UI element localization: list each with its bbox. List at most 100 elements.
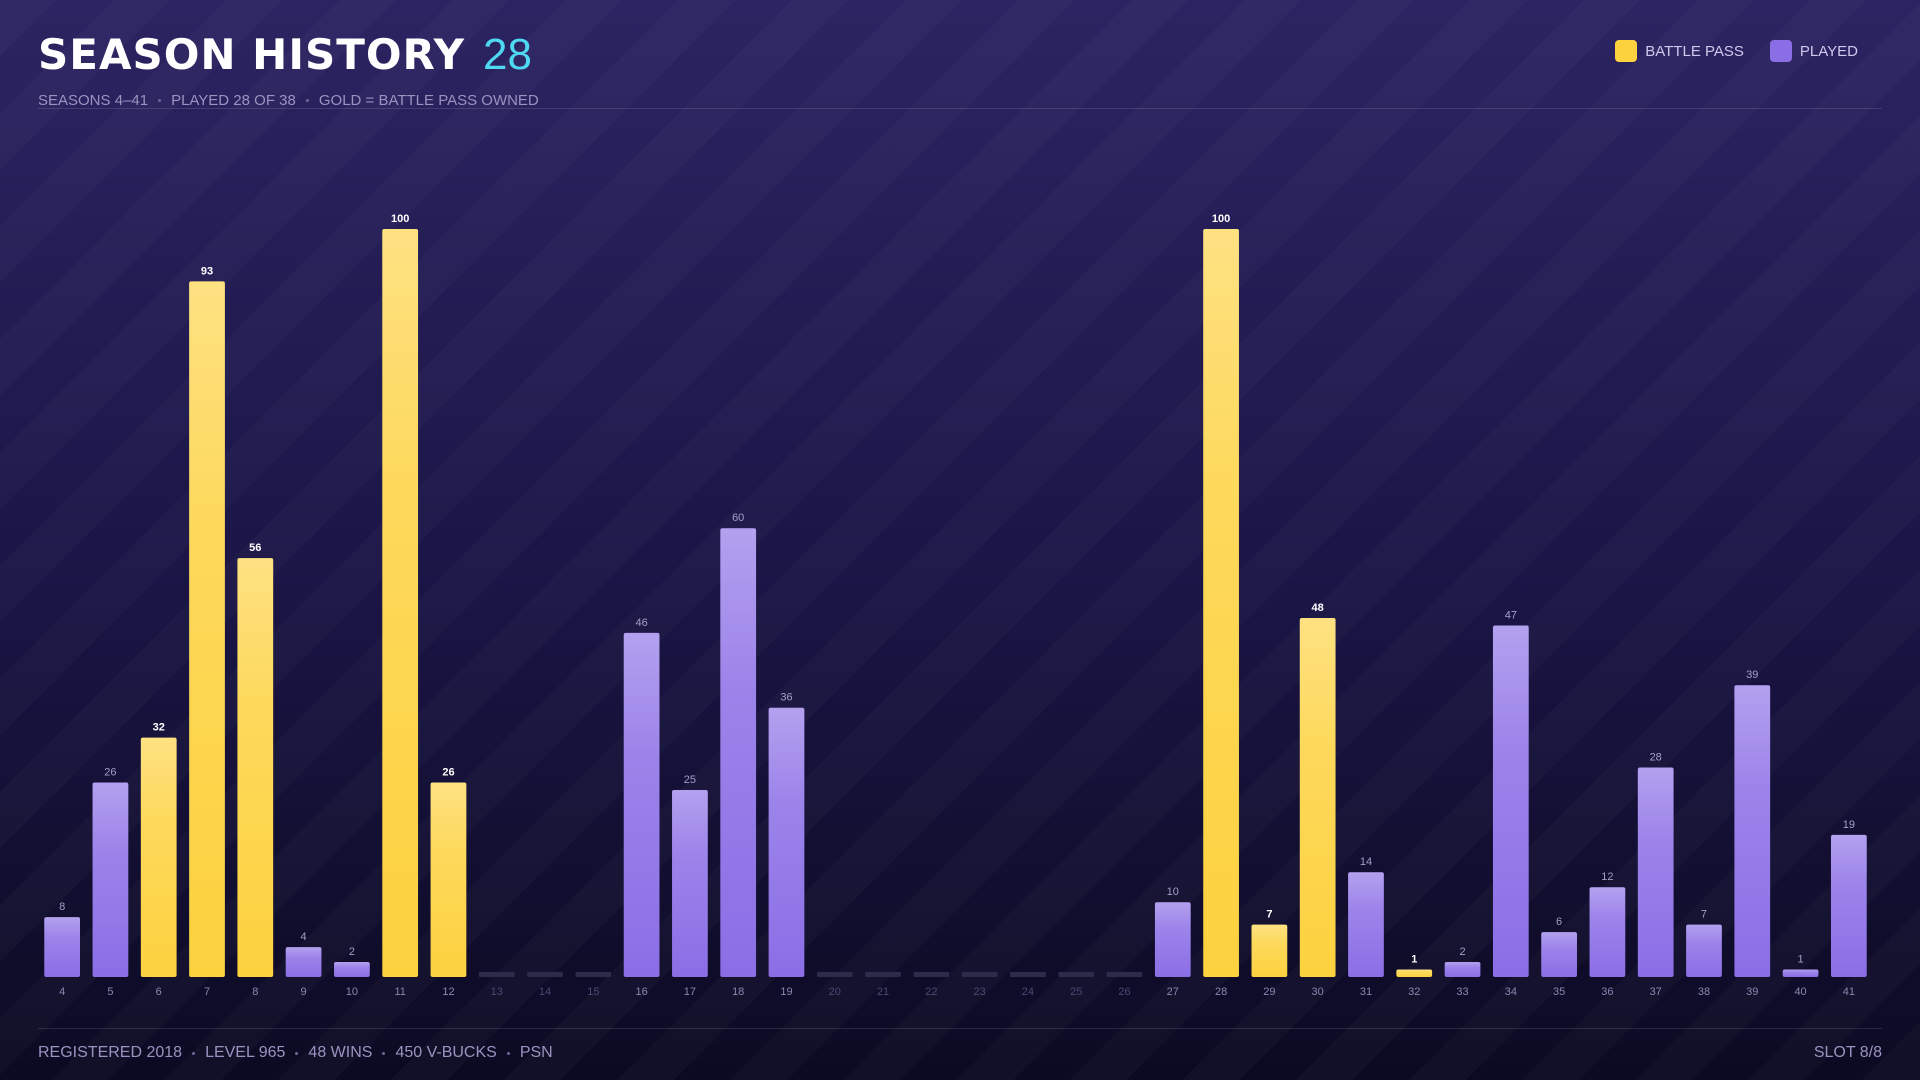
separator xyxy=(158,99,162,102)
x-tick-label: 28 xyxy=(1215,986,1227,998)
bar-shine xyxy=(1637,767,1674,977)
text-item: 48 WINS xyxy=(308,1044,373,1061)
bar-shine xyxy=(1251,924,1288,977)
bar-shine xyxy=(1686,924,1722,977)
value-label: 26 xyxy=(104,766,116,778)
separator xyxy=(192,1051,196,1055)
value-label: 100 xyxy=(1212,213,1230,225)
unplayed-stub xyxy=(1010,972,1046,977)
value-label: 10 xyxy=(1167,886,1179,898)
value-label: 14 xyxy=(1360,856,1372,868)
text-item: REGISTERED 2018 xyxy=(38,1044,183,1061)
value-label: 47 xyxy=(1505,609,1517,621)
title: SEASON HISTORY xyxy=(38,30,466,79)
legend: BATTLE PASS PLAYED xyxy=(1615,40,1858,62)
value-label: 60 xyxy=(732,512,744,524)
bar-shine xyxy=(382,229,419,977)
legend-swatch xyxy=(1769,40,1792,62)
bar-shine xyxy=(1203,229,1239,977)
bar-shine xyxy=(1782,969,1819,977)
unplayed-stub xyxy=(913,972,950,977)
x-tick-label: 14 xyxy=(539,986,551,998)
bar-shine xyxy=(1348,872,1384,977)
bar-shine xyxy=(285,947,322,977)
value-label: 8 xyxy=(59,901,65,913)
separator xyxy=(295,1051,299,1055)
value-label: 25 xyxy=(684,774,696,786)
legend-label: BATTLE PASS xyxy=(1645,42,1744,60)
x-tick-label: 26 xyxy=(1118,986,1130,998)
x-tick-label: 12 xyxy=(442,986,454,998)
bar-shine xyxy=(1830,834,1867,977)
unplayed-stub xyxy=(865,972,901,977)
x-tick-label: 17 xyxy=(684,986,696,998)
x-tick-label: 7 xyxy=(204,986,210,998)
value-label: 6 xyxy=(1556,916,1562,928)
legend-item: PLAYED xyxy=(1769,40,1858,62)
bar-shine xyxy=(1396,969,1433,977)
separator xyxy=(506,1051,510,1055)
x-tick-label: 40 xyxy=(1794,986,1806,998)
value-label: 7 xyxy=(1701,909,1707,921)
bar-shine xyxy=(189,281,225,977)
value-label: 32 xyxy=(153,722,165,734)
legend-label: PLAYED xyxy=(1799,42,1858,60)
legend-swatch xyxy=(1615,40,1638,62)
value-label: 48 xyxy=(1312,602,1324,614)
legend-item: BATTLE PASS xyxy=(1615,40,1744,62)
slot: SLOT 8/8 xyxy=(1813,1044,1882,1061)
x-tick-label: 37 xyxy=(1650,986,1662,998)
text-item: PLAYED 28 OF 38 xyxy=(171,92,296,109)
divider xyxy=(38,1028,1882,1029)
value-label: 46 xyxy=(635,617,647,629)
value-label: 26 xyxy=(442,766,454,778)
x-tick-label: 9 xyxy=(301,986,307,998)
value-label: 93 xyxy=(201,265,213,277)
unplayed-stub xyxy=(1058,972,1095,977)
text-item: PSN xyxy=(519,1044,553,1061)
bar-shine xyxy=(430,782,467,977)
x-tick-label: 8 xyxy=(252,986,258,998)
x-tick-label: 38 xyxy=(1698,986,1710,998)
x-tick-label: 4 xyxy=(59,986,65,998)
x-tick-label: 39 xyxy=(1746,986,1758,998)
x-tick-label: 25 xyxy=(1070,986,1082,998)
unplayed-stub xyxy=(816,972,853,977)
value-label: 7 xyxy=(1266,909,1272,921)
x-tick-label: 15 xyxy=(587,986,599,998)
x-tick-label: 16 xyxy=(635,986,647,998)
separator xyxy=(305,99,309,102)
value-label: 56 xyxy=(249,542,261,554)
bar-shine xyxy=(334,962,370,977)
value-label: 36 xyxy=(780,692,792,704)
value-label: 39 xyxy=(1746,669,1758,681)
bar-shine xyxy=(672,790,708,977)
x-tick-label: 34 xyxy=(1505,986,1517,998)
x-tick-label: 18 xyxy=(732,986,744,998)
bar-shine xyxy=(623,632,660,977)
bar-shine xyxy=(1541,932,1577,977)
bar-shine xyxy=(1492,625,1529,977)
x-tick-label: 36 xyxy=(1601,986,1613,998)
x-tick-label: 33 xyxy=(1456,986,1468,998)
unplayed-stub xyxy=(961,972,998,977)
x-tick-label: 32 xyxy=(1408,986,1420,998)
x-tick-label: 5 xyxy=(107,986,113,998)
x-tick-label: 13 xyxy=(491,986,503,998)
value-label: 100 xyxy=(391,213,409,225)
bar-shine xyxy=(237,558,274,977)
text-item: GOLD = BATTLE PASS OWNED xyxy=(318,92,539,109)
separator xyxy=(382,1051,386,1055)
x-tick-label: 6 xyxy=(156,986,162,998)
x-tick-label: 30 xyxy=(1312,986,1324,998)
bar-shine xyxy=(1589,887,1626,977)
unplayed-stub xyxy=(478,972,515,977)
unplayed-stub xyxy=(1106,972,1143,977)
bar-shine xyxy=(140,737,177,977)
header: SEASON HISTORY 28 xyxy=(38,30,532,80)
played-count: 28 xyxy=(483,30,532,79)
bar-shine xyxy=(1444,962,1481,977)
value-label: 28 xyxy=(1650,751,1662,763)
x-tick-label: 22 xyxy=(925,986,937,998)
